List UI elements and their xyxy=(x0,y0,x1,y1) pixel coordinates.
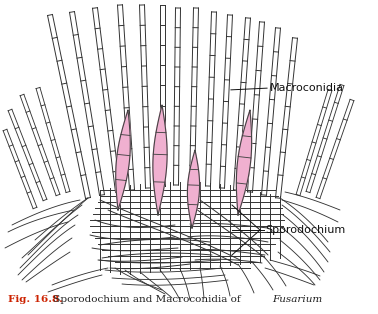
Polygon shape xyxy=(116,110,130,210)
Text: .: . xyxy=(315,295,318,304)
Text: Fusarium: Fusarium xyxy=(272,295,322,304)
Text: Macroconidia: Macroconidia xyxy=(270,83,344,93)
Text: Sporodochium and Macroconidia of: Sporodochium and Macroconidia of xyxy=(50,295,244,304)
Text: Sporodochium: Sporodochium xyxy=(265,225,345,235)
Polygon shape xyxy=(153,105,167,215)
Polygon shape xyxy=(236,110,252,215)
Polygon shape xyxy=(187,150,200,228)
Text: Fig. 16.8.: Fig. 16.8. xyxy=(8,295,63,304)
